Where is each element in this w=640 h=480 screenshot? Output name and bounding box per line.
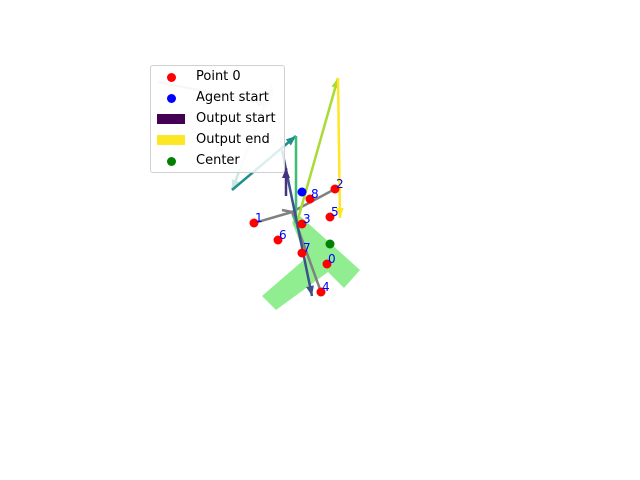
point-label: 3 [303, 212, 311, 226]
point-marker [297, 219, 307, 229]
output-arrow [335, 77, 344, 219]
output-arrow [294, 77, 340, 227]
legend-label: Point 0 [196, 69, 241, 84]
point-marker [325, 212, 335, 222]
legend-item-center: Center [151, 151, 286, 172]
center-marker [325, 239, 335, 249]
point-label: 0 [328, 252, 336, 266]
output-arrow [282, 168, 290, 196]
output-end-patch-icon [157, 135, 185, 145]
point-marker [297, 248, 307, 258]
agent-marker-icon [167, 94, 176, 103]
point-label: 5 [331, 205, 339, 219]
point-label: 1 [255, 211, 263, 225]
connector-line [253, 210, 293, 225]
connector-line [281, 208, 293, 214]
point-marker [273, 235, 283, 245]
legend-label: Output start [196, 111, 276, 126]
legend: Point 0 Agent start Output start Output … [150, 65, 285, 173]
legend-label: Output end [196, 132, 270, 147]
point-label: 6 [279, 228, 287, 242]
center-marker-icon [167, 157, 176, 166]
output-start-patch-icon [157, 114, 185, 124]
legend-item-point: Point 0 [151, 67, 286, 88]
legend-label: Center [196, 153, 240, 168]
point-marker [330, 184, 340, 194]
point-label: 7 [303, 241, 311, 255]
point-marker [322, 259, 332, 269]
legend-item-output-start: Output start [151, 109, 286, 130]
point-label: 8 [311, 187, 319, 201]
legend-item-agent-start: Agent start [151, 88, 286, 109]
agent-start-marker [297, 187, 307, 197]
point-marker-icon [167, 73, 176, 82]
legend-item-output-end: Output end [151, 130, 286, 151]
legend-label: Agent start [196, 90, 269, 105]
point-label: 2 [336, 177, 344, 191]
point-label: 4 [322, 280, 330, 294]
point-marker [316, 287, 326, 297]
point-marker [305, 194, 315, 204]
point-marker [249, 218, 259, 228]
points-layer: 0 1 2 3 4 5 6 7 8 [249, 177, 344, 297]
